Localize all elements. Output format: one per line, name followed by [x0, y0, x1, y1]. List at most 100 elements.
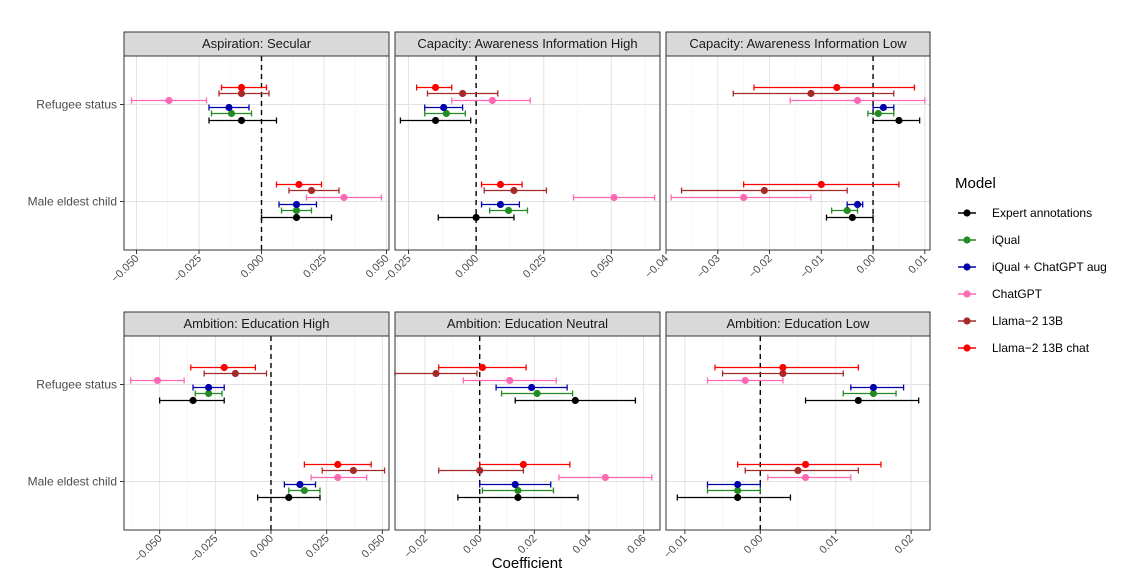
estimate-point: [165, 96, 173, 105]
estimate-point: [205, 383, 213, 392]
y-tick-label: Male eldest child: [28, 475, 117, 489]
x-tick-label: 0.00: [855, 253, 879, 277]
estimate-point: [779, 369, 787, 378]
estimate-point: [478, 363, 487, 372]
estimate-point: [801, 460, 810, 469]
x-tick-label: 0.025: [301, 253, 329, 281]
estimate-point: [432, 369, 440, 378]
x-axis-title: Coefficient: [492, 555, 563, 572]
x-tick-label: 0.000: [248, 533, 276, 561]
estimate-point: [740, 193, 748, 202]
facet-panel: Capacity: Awareness Information High−0.0…: [381, 31, 661, 285]
facet-strip: [394, 31, 661, 57]
x-tick-label: 0.01: [906, 253, 930, 277]
estimate-point: [514, 493, 522, 502]
facet-panels: Aspiration: Secular −0.050 −0.025 0.000 0.02…: [28, 31, 931, 565]
legend-item: ChatGPT: [958, 287, 1043, 301]
x-tick-label: 0.02: [516, 533, 540, 557]
estimate-point: [237, 116, 246, 125]
x-tick-label: −0.025: [188, 533, 220, 565]
estimate-point: [340, 193, 348, 202]
x-tick-label: 0.00: [461, 533, 485, 557]
estimate-point: [440, 103, 448, 112]
estimate-point: [601, 473, 609, 482]
estimate-point: [833, 83, 841, 92]
panel-border: [394, 55, 661, 251]
estimate-point: [610, 193, 618, 202]
facet-title: Aspiration: Secular: [202, 36, 312, 51]
estimate-point: [801, 473, 810, 482]
legend-label: iQual + ChatGPT aug: [992, 260, 1107, 274]
legend-item: Expert annotations: [958, 206, 1092, 220]
estimate-point: [442, 109, 450, 118]
facet-strip: [665, 311, 931, 337]
x-tick-label: −0.03: [695, 253, 723, 281]
estimate-point: [295, 180, 303, 189]
legend-item: iQual: [958, 233, 1020, 247]
panel-border: [394, 335, 661, 531]
estimate-point: [854, 396, 862, 405]
legend-label: ChatGPT: [992, 287, 1043, 301]
legend-item: Llama−2 13B chat: [958, 341, 1090, 355]
estimate-point: [496, 180, 505, 189]
legend-key-point: [963, 209, 971, 217]
estimate-point: [459, 89, 467, 98]
legend-key-point: [963, 290, 971, 298]
facet-title: Capacity: Awareness Information Low: [689, 36, 907, 51]
y-tick-label: Refugee status: [36, 98, 117, 112]
estimate-point: [496, 200, 505, 209]
legend-title: Model: [955, 175, 996, 192]
facet-panel: Capacity: Awareness Information Low −0.04…: [643, 31, 931, 281]
estimate-point: [514, 486, 522, 495]
estimate-point: [285, 493, 293, 502]
x-tick-label: −0.050: [132, 533, 164, 565]
legend-label: Llama−2 13B chat: [992, 341, 1090, 355]
estimate-point: [237, 83, 246, 92]
estimate-point: [734, 493, 742, 502]
x-tick-label: −0.025: [172, 253, 204, 285]
estimate-point: [734, 486, 742, 495]
estimate-point: [153, 376, 162, 385]
estimate-point: [189, 396, 197, 405]
legend-item: Llama−2 13B: [958, 314, 1063, 328]
legend-key-point: [963, 263, 971, 271]
estimate-point: [334, 473, 342, 482]
x-tick-label: 0.050: [359, 533, 387, 561]
estimate-point: [504, 206, 513, 215]
estimate-point: [231, 369, 239, 378]
x-tick-label: 0.04: [570, 533, 594, 557]
estimate-point: [760, 186, 768, 195]
estimate-point: [300, 486, 308, 495]
estimate-point: [843, 206, 851, 215]
x-tick-label: −0.02: [402, 533, 430, 561]
estimate-point: [533, 389, 541, 398]
estimate-point: [869, 389, 878, 398]
estimate-point: [741, 376, 749, 385]
estimate-point: [237, 89, 246, 98]
y-tick-label: Male eldest child: [28, 195, 117, 209]
facet-panel: Ambition: Education High −0.050 −0.025 0.00…: [28, 311, 390, 565]
estimate-point: [817, 180, 825, 189]
facet-title: Ambition: Education High: [184, 316, 330, 331]
panel-border: [123, 335, 390, 531]
estimate-point: [874, 109, 882, 118]
estimate-point: [571, 396, 579, 405]
estimate-point: [879, 103, 888, 112]
legend-key-point: [963, 344, 971, 352]
plot-area: [124, 56, 389, 250]
x-tick-label: −0.01: [662, 533, 690, 561]
panel-border: [665, 55, 931, 251]
estimate-point: [510, 186, 518, 195]
estimate-point: [292, 206, 301, 215]
estimate-point: [292, 200, 301, 209]
estimate-point: [227, 109, 236, 118]
estimate-point: [734, 480, 742, 489]
estimate-point: [779, 363, 787, 372]
facet-strip: [394, 311, 661, 337]
estimate-point: [511, 480, 519, 489]
x-tick-label: −0.02: [746, 253, 774, 281]
estimate-point: [349, 466, 357, 475]
facet-title: Ambition: Education Low: [726, 316, 870, 331]
x-tick-label: 0.000: [453, 253, 481, 281]
